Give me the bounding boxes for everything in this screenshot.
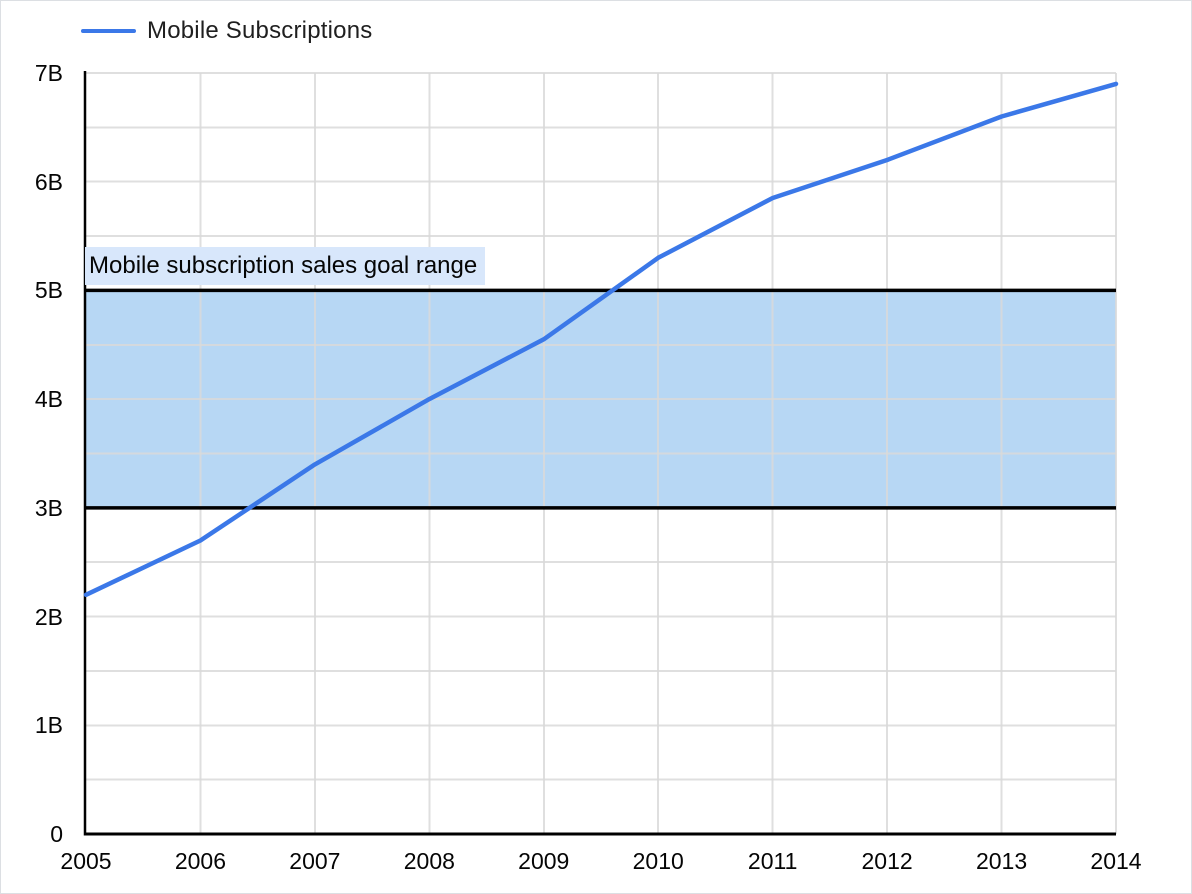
x-axis-tick-label: 2006 — [174, 848, 227, 874]
x-axis-tick-label: 2008 — [403, 848, 455, 874]
y-axis-tick-label: 4B — [34, 386, 63, 413]
x-axis-tick-label: 2009 — [518, 848, 570, 874]
x-axis-tick-label: 2011 — [747, 848, 798, 874]
x-axis-tick-label: 2010 — [632, 848, 684, 874]
x-axis-tick-label: 2007 — [289, 848, 341, 874]
x-axis-tick-label: 2013 — [975, 848, 1028, 874]
y-axis-tick-label: 6B — [34, 168, 63, 195]
y-axis-tick-label: 0 — [50, 821, 63, 847]
legend-series-label: Mobile Subscriptions — [147, 17, 373, 44]
y-axis-tick-label: 5B — [34, 277, 63, 304]
y-axis-tick-label: 1B — [34, 712, 63, 739]
x-axis-tick-label: 2012 — [861, 848, 913, 874]
mobile-subscriptions-series-line — [83, 81, 1119, 598]
x-axis-tick-label: 2005 — [60, 848, 112, 874]
goal-range-annotation-label: Mobile subscription sales goal range — [85, 247, 486, 285]
y-axis-tick-label: 3B — [34, 494, 63, 521]
legend: Mobile Subscriptions — [81, 17, 372, 45]
y-axis-tick-label: 2B — [34, 603, 63, 630]
legend-line-swatch — [81, 29, 136, 33]
x-axis-tick-label: 2014 — [1090, 848, 1142, 874]
y-axis-tick-label: 7B — [34, 60, 63, 86]
